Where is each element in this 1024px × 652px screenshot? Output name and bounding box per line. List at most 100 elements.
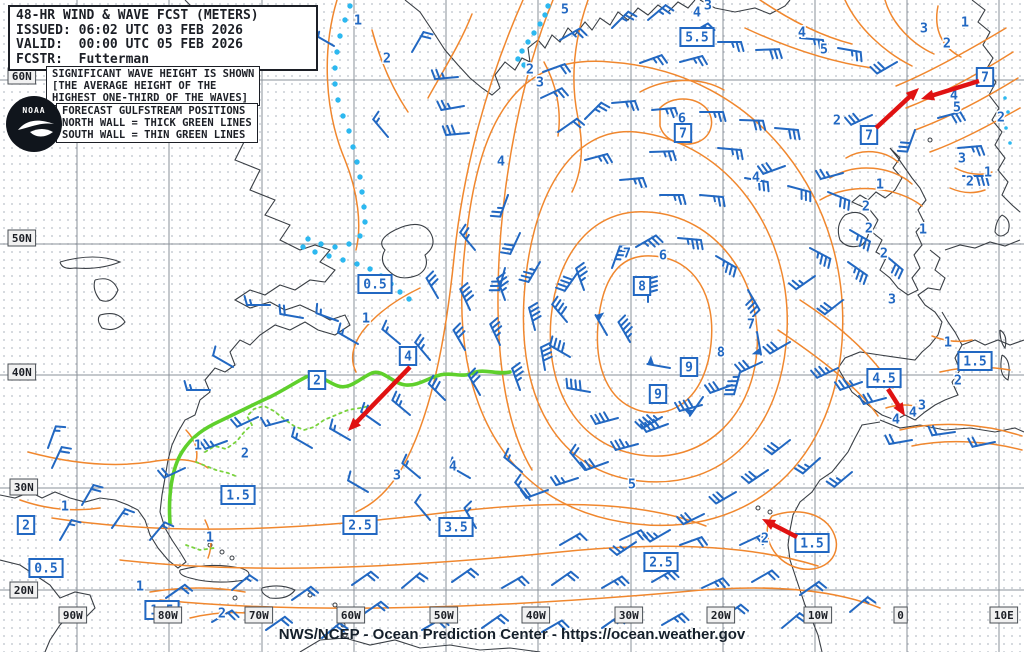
barb-shaft <box>781 612 801 629</box>
barb-half-tick <box>664 107 669 115</box>
ice-edge-dot <box>340 257 346 263</box>
contour-label: 5 <box>561 2 569 18</box>
barb-full-tick <box>372 110 380 121</box>
wind-barb <box>231 574 259 591</box>
barb-full-tick <box>859 50 863 63</box>
wind-barb <box>651 106 680 119</box>
barb-full-tick <box>721 577 730 587</box>
wave-contour <box>185 429 198 463</box>
barb-full-tick <box>466 570 476 579</box>
contour-label: 2 <box>862 199 870 215</box>
wind-barb <box>541 619 570 633</box>
wind-barb <box>649 150 677 162</box>
contour-label: 3 <box>536 75 544 91</box>
movement-arrow-head <box>893 402 905 416</box>
barb-full-tick <box>717 195 722 207</box>
barb-full-tick <box>282 304 286 316</box>
barb-full-tick <box>742 359 751 369</box>
barb-full-tick <box>489 317 499 326</box>
barb-full-tick <box>472 375 481 384</box>
barb-full-tick <box>757 119 762 131</box>
ice-edge-dot <box>305 236 311 242</box>
barb-full-tick <box>748 470 758 479</box>
wave-height-box-value: 9 <box>654 388 662 403</box>
barb-full-tick <box>503 447 510 459</box>
wind-barb <box>927 425 956 437</box>
barb-shaft <box>291 585 312 601</box>
barb-full-tick <box>369 570 380 579</box>
barb-full-tick <box>469 371 479 380</box>
barb-full-tick <box>436 100 443 111</box>
barb-half-tick <box>730 148 735 156</box>
barb-full-tick <box>976 175 981 186</box>
barb-full-tick <box>664 4 675 12</box>
wave-height-box-value: 0.5 <box>34 562 57 577</box>
graticule-labels: 60N 50N 40N 30N 20N 90W 80W 70W 60W 50W 40W 30W 20W 1… <box>7 67 1019 624</box>
barb-half-tick <box>384 326 389 334</box>
barb-full-tick <box>491 210 503 214</box>
wind-barb <box>452 322 466 351</box>
barb-full-tick <box>529 306 540 314</box>
barb-full-tick <box>417 337 425 347</box>
barb-full-tick <box>617 577 626 587</box>
barb-full-tick <box>676 516 685 526</box>
barb-shaft <box>451 567 472 583</box>
barb-full-tick <box>541 351 552 358</box>
barb-full-tick <box>634 420 644 430</box>
wind-barb <box>869 61 898 75</box>
barb-half-tick <box>506 454 511 462</box>
wave-height-box-rect <box>643 552 679 572</box>
wave-height-box-rect <box>679 27 715 47</box>
wave-contour <box>119 545 819 569</box>
longitude-label: 10W <box>803 606 833 624</box>
contour-label: 1 <box>194 438 202 454</box>
barb-full-tick <box>572 447 580 457</box>
barb-full-tick <box>430 69 437 81</box>
barb-full-tick <box>877 61 886 70</box>
barb-full-tick <box>656 55 664 66</box>
barb-full-tick <box>524 487 532 498</box>
barb-full-tick <box>859 271 865 283</box>
barb-full-tick <box>722 111 727 122</box>
barb-full-tick <box>796 129 801 141</box>
wave-contour <box>639 79 725 93</box>
barb-full-tick <box>975 145 981 157</box>
ice-edge-dot <box>347 3 353 9</box>
barb-full-tick <box>817 580 828 589</box>
barb-full-tick <box>819 304 830 313</box>
barb-full-tick <box>434 380 441 392</box>
barb-full-tick <box>422 31 434 36</box>
movement-arrow <box>886 387 905 416</box>
wave-height-box: 3.5 <box>438 517 474 537</box>
barb-full-tick <box>763 447 773 456</box>
wind-barb <box>715 255 737 278</box>
barb-full-tick <box>821 39 826 51</box>
barb-full-tick <box>459 223 467 234</box>
barb-full-tick <box>337 322 342 334</box>
barb-shaft <box>661 612 683 626</box>
barb-full-tick <box>557 302 565 313</box>
barb-full-tick <box>500 251 512 255</box>
barb-full-tick <box>761 119 767 131</box>
contour-label: 7 <box>623 246 631 262</box>
barb-full-tick <box>770 569 780 579</box>
contour-label: 3 <box>920 21 928 37</box>
barb-full-tick <box>565 377 569 390</box>
barb-half-tick <box>835 477 843 482</box>
barb-full-tick <box>791 279 801 288</box>
wave-height-box: 8 <box>632 276 652 296</box>
longitude-label-box <box>153 606 183 624</box>
barb-full-tick <box>551 295 559 306</box>
latitude-label-box <box>7 229 37 247</box>
wind-barb <box>701 577 730 589</box>
longitude-label-text: 50W <box>434 609 454 622</box>
wind-barb <box>243 295 271 306</box>
barb-shaft <box>699 194 724 199</box>
wind-barb <box>414 333 431 361</box>
wind-barb <box>489 317 503 346</box>
barb-full-tick <box>894 265 901 277</box>
wind-barb <box>849 596 877 613</box>
barb-full-tick <box>575 261 585 270</box>
longitude-label-box <box>244 606 274 624</box>
barb-full-tick <box>381 319 388 331</box>
